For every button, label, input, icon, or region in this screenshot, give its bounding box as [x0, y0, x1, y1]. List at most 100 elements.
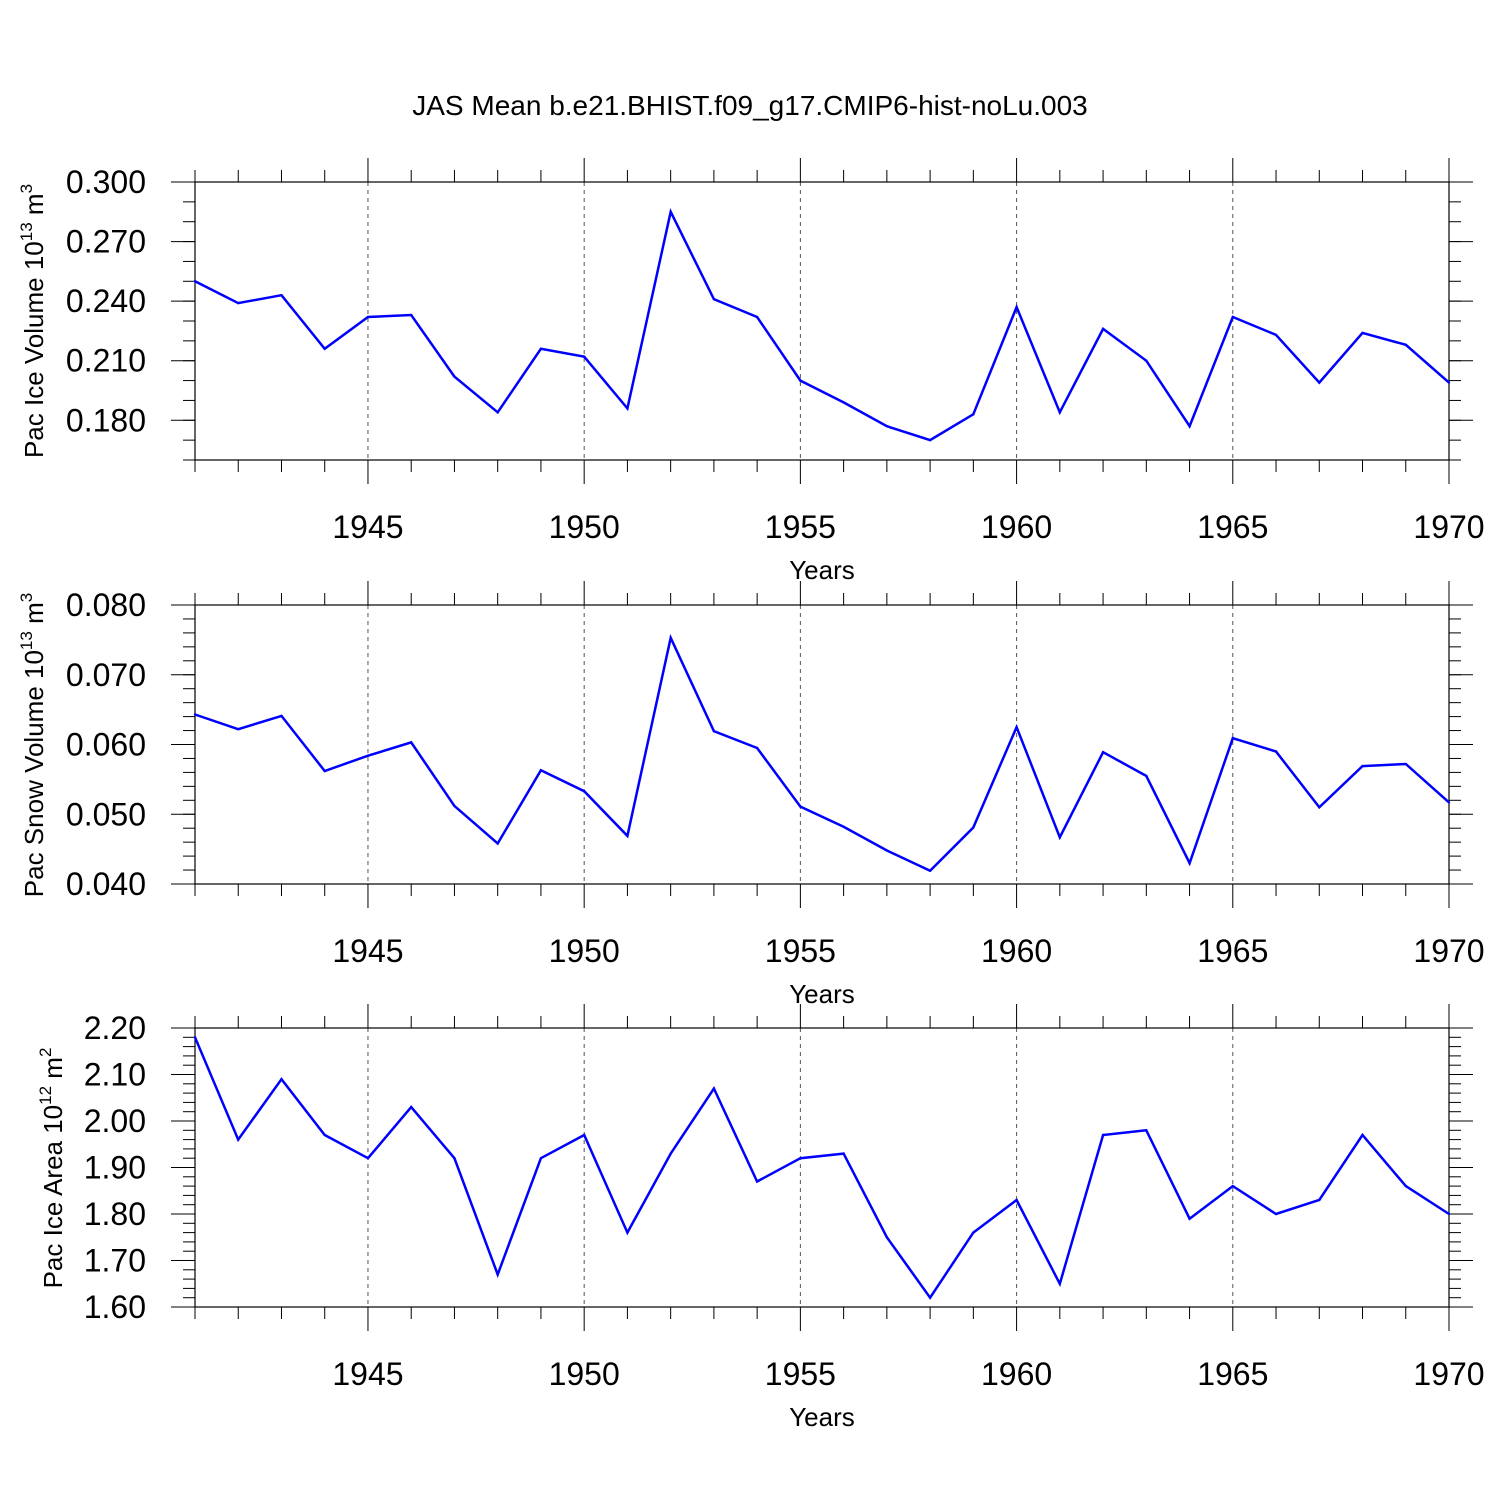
data-point — [799, 1157, 802, 1160]
x-tick-label: 1955 — [765, 933, 836, 969]
data-point — [366, 754, 370, 757]
data-point — [626, 407, 629, 410]
data-point — [323, 347, 326, 350]
data-point — [1058, 836, 1062, 839]
chart-title: JAS Mean b.e21.BHIST.f09_g17.CMIP6-hist-… — [412, 90, 1088, 121]
data-point — [1447, 381, 1451, 384]
data-point — [539, 769, 543, 772]
data-point — [1101, 750, 1105, 754]
data-point — [1231, 1184, 1234, 1188]
data-point — [712, 297, 716, 301]
data-point — [366, 315, 370, 319]
data-point — [323, 769, 326, 773]
data-point — [453, 375, 456, 378]
data-point — [280, 1077, 283, 1081]
data-point — [410, 1105, 413, 1109]
data-point — [1404, 1184, 1407, 1188]
data-point — [712, 1087, 716, 1090]
x-tick-label: 1965 — [1197, 509, 1268, 545]
data-point — [1447, 801, 1451, 804]
data-point — [323, 1133, 326, 1137]
data-point — [712, 730, 716, 733]
x-tick-label: 1950 — [549, 1356, 620, 1392]
y-axis-title: Pac Ice Volume 1013 m3 — [17, 184, 49, 458]
data-point — [1145, 359, 1148, 362]
data-point — [669, 210, 672, 213]
y-tick-label: 0.060 — [66, 727, 146, 763]
data-point — [972, 413, 975, 416]
data-point — [1404, 762, 1407, 766]
x-tick-label: 1970 — [1413, 1356, 1484, 1392]
data-point — [1145, 774, 1148, 778]
data-point — [1361, 1133, 1364, 1137]
data-point — [410, 741, 413, 744]
data-point — [626, 834, 629, 838]
data-point — [972, 826, 975, 829]
data-point — [1274, 1212, 1278, 1216]
data-point — [1404, 343, 1407, 347]
panel-2: 1945 1950 1955 1960 1965 1970 Years 0.040 0.050 0… — [17, 581, 1485, 1009]
x-tick-label: 1945 — [332, 933, 403, 969]
data-point — [1447, 1212, 1451, 1216]
x-axis-title: Years — [789, 1402, 855, 1432]
data-point — [669, 636, 672, 639]
data-point — [755, 746, 759, 750]
data-point — [842, 401, 845, 404]
data-point — [582, 790, 586, 793]
data-point — [1274, 750, 1278, 753]
data-point — [539, 347, 543, 350]
data-point — [496, 842, 499, 845]
data-point — [1318, 381, 1321, 384]
data-point — [1058, 411, 1062, 414]
data-point — [582, 1133, 586, 1137]
y-tick-label: 0.040 — [66, 866, 146, 902]
data-point — [928, 438, 932, 442]
x-tick-label: 1960 — [981, 509, 1052, 545]
x-tick-label: 1950 — [549, 509, 620, 545]
data-point — [193, 1036, 197, 1039]
data-point — [237, 1138, 240, 1141]
x-tick-label: 1970 — [1413, 509, 1484, 545]
data-point — [496, 1273, 499, 1276]
data-point — [1231, 737, 1234, 740]
data-point — [366, 1157, 370, 1160]
data-point — [885, 1236, 889, 1239]
y-axis-title: Pac Ice Area 1012 m2 — [36, 1048, 68, 1289]
y-tick-label: 1.70 — [84, 1243, 146, 1279]
y-tick-label: 0.050 — [66, 796, 146, 832]
data-point — [1188, 425, 1191, 428]
data-point — [1101, 1133, 1105, 1137]
data-point — [1274, 333, 1278, 337]
y-tick-label: 1.80 — [84, 1196, 146, 1232]
y-tick-label: 2.10 — [84, 1057, 146, 1093]
data-point — [1188, 861, 1191, 865]
data-point — [1058, 1282, 1062, 1285]
y-tick-label: 0.300 — [66, 164, 146, 200]
data-point — [193, 713, 197, 716]
data-point — [453, 804, 456, 808]
y-tick-label: 2.00 — [84, 1103, 146, 1139]
y-tick-label: 0.270 — [66, 224, 146, 260]
data-point — [1361, 764, 1364, 768]
data-point — [1188, 1217, 1191, 1220]
x-tick-label: 1950 — [549, 933, 620, 969]
data-point — [669, 1152, 672, 1155]
data-point — [972, 1231, 975, 1234]
x-tick-label: 1945 — [332, 1356, 403, 1392]
series-line — [194, 633, 1450, 873]
data-point — [280, 714, 283, 718]
x-tick-label: 1965 — [1197, 933, 1268, 969]
data-point — [410, 313, 413, 317]
y-tick-label: 1.60 — [84, 1289, 146, 1325]
x-tick-label: 1965 — [1197, 1356, 1268, 1392]
data-point — [1318, 806, 1321, 809]
x-tick-label: 1945 — [332, 509, 403, 545]
y-tick-label: 1.90 — [84, 1150, 146, 1186]
data-point — [755, 1180, 759, 1183]
data-point — [885, 849, 889, 852]
data-point — [1015, 305, 1018, 309]
x-tick-label: 1960 — [981, 1356, 1052, 1392]
data-point — [842, 825, 845, 829]
plot-frame — [194, 604, 1450, 885]
